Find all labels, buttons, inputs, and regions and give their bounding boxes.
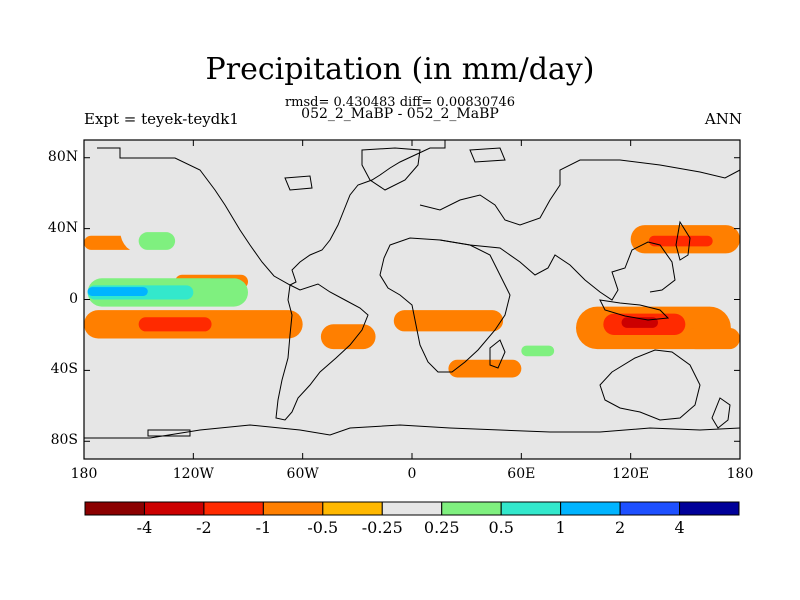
colorbar-swatch	[381, 501, 443, 516]
coast-asia-south	[439, 239, 676, 301]
anomaly-region	[120, 210, 212, 254]
anomaly-region	[630, 225, 740, 254]
x-tick-label: 60W	[286, 466, 319, 482]
anomaly-region	[87, 285, 194, 300]
anomaly-region	[576, 377, 686, 396]
chart-title: Precipitation (in mm/day)	[205, 52, 595, 87]
plot-background	[84, 140, 740, 459]
anomaly-region	[621, 317, 658, 328]
colorbar-swatch	[500, 501, 562, 516]
colorbar-label: -0.5	[307, 518, 339, 537]
colorbar-swatch	[679, 501, 740, 516]
anomaly-region	[84, 310, 303, 339]
colorbar-label: -0.25	[361, 518, 403, 537]
anomaly-region	[375, 366, 467, 378]
anomaly-region	[603, 313, 686, 335]
anomaly-region	[84, 235, 139, 250]
anomaly-regions	[84, 189, 740, 399]
coast-north-america	[97, 140, 446, 286]
coast-south-america	[275, 283, 369, 421]
chart-stats: rmsd= 0.430483 diff= 0.00830746	[284, 95, 516, 110]
coast-africa	[379, 237, 511, 373]
anomaly-region	[685, 327, 740, 350]
x-tick-label: 0	[407, 466, 417, 482]
colorbar-label: -2	[196, 518, 212, 537]
experiment-label: Expt = teyek-teydk1	[84, 110, 239, 128]
y-tick-label: 40N	[47, 219, 78, 236]
y-tick-label: 0	[69, 290, 78, 307]
season-label: ANN	[704, 110, 742, 128]
x-axis-ticks	[83, 140, 741, 459]
anomaly-region	[393, 310, 504, 332]
colorbar-label: 2	[614, 518, 626, 537]
colorbar-swatch	[441, 501, 502, 516]
colorbar-swatch	[143, 501, 205, 516]
coast-australia	[599, 349, 701, 421]
colorbar-label: 1	[555, 518, 566, 537]
colorbar-label: 4	[674, 518, 685, 537]
plot-frame	[83, 139, 741, 460]
colorbar-swatch	[619, 501, 681, 516]
colorbar	[84, 501, 740, 516]
anomaly-region	[266, 214, 321, 226]
anomaly-region	[138, 232, 176, 250]
anomaly-region	[87, 278, 249, 307]
anomaly-region	[348, 189, 431, 211]
coast-antarctica	[84, 424, 740, 439]
coast-indonesia	[599, 299, 670, 321]
x-tick-label: 120W	[172, 466, 214, 482]
colorbar-swatch	[203, 501, 264, 516]
colorbar-swatch	[560, 501, 621, 516]
anomaly-region	[448, 359, 522, 378]
colorbar-label: -4	[136, 518, 153, 537]
anomaly-region	[138, 317, 212, 332]
anomaly-region	[320, 324, 376, 350]
coast-greenland	[361, 147, 421, 191]
colorbar-label: 0.25	[423, 518, 460, 537]
colorbar-swatch	[84, 501, 145, 516]
anomaly-region	[248, 225, 340, 247]
anomaly-region	[648, 235, 713, 247]
colorbar-label: -1	[255, 518, 272, 537]
y-tick-label: 80S	[50, 432, 78, 449]
anomaly-region	[521, 345, 555, 357]
anomaly-region	[576, 306, 731, 350]
y-axis-ticks	[84, 157, 740, 442]
anomaly-region	[87, 287, 148, 296]
coast-arctic-islands	[284, 147, 506, 191]
x-tick-label: 180	[726, 466, 754, 482]
x-tick-label: 120E	[612, 466, 650, 482]
coast-eurasia	[419, 159, 740, 226]
anomaly-region	[175, 274, 248, 289]
chart-cases: 052_2_MaBP - 052_2_MaBP	[301, 106, 499, 122]
coast-madagascar	[489, 339, 506, 369]
coastline	[84, 140, 740, 439]
anomaly-region	[639, 260, 740, 286]
y-tick-label: 40S	[50, 361, 78, 378]
x-tick-label: 60E	[507, 466, 536, 482]
anomaly-region	[156, 349, 248, 367]
coast-antarctic-island	[147, 429, 191, 437]
x-tick-label: 180	[70, 466, 98, 482]
colorbar-label: 0.5	[488, 518, 514, 537]
anomaly-region	[207, 278, 238, 286]
colorbar-swatch	[322, 501, 383, 516]
coast-new-zealand	[711, 397, 731, 429]
y-tick-label: 80N	[47, 148, 78, 165]
anomaly-region	[512, 338, 576, 364]
colorbar-swatch	[262, 501, 324, 516]
coast-japan	[675, 220, 691, 261]
anomaly-region	[302, 377, 376, 399]
